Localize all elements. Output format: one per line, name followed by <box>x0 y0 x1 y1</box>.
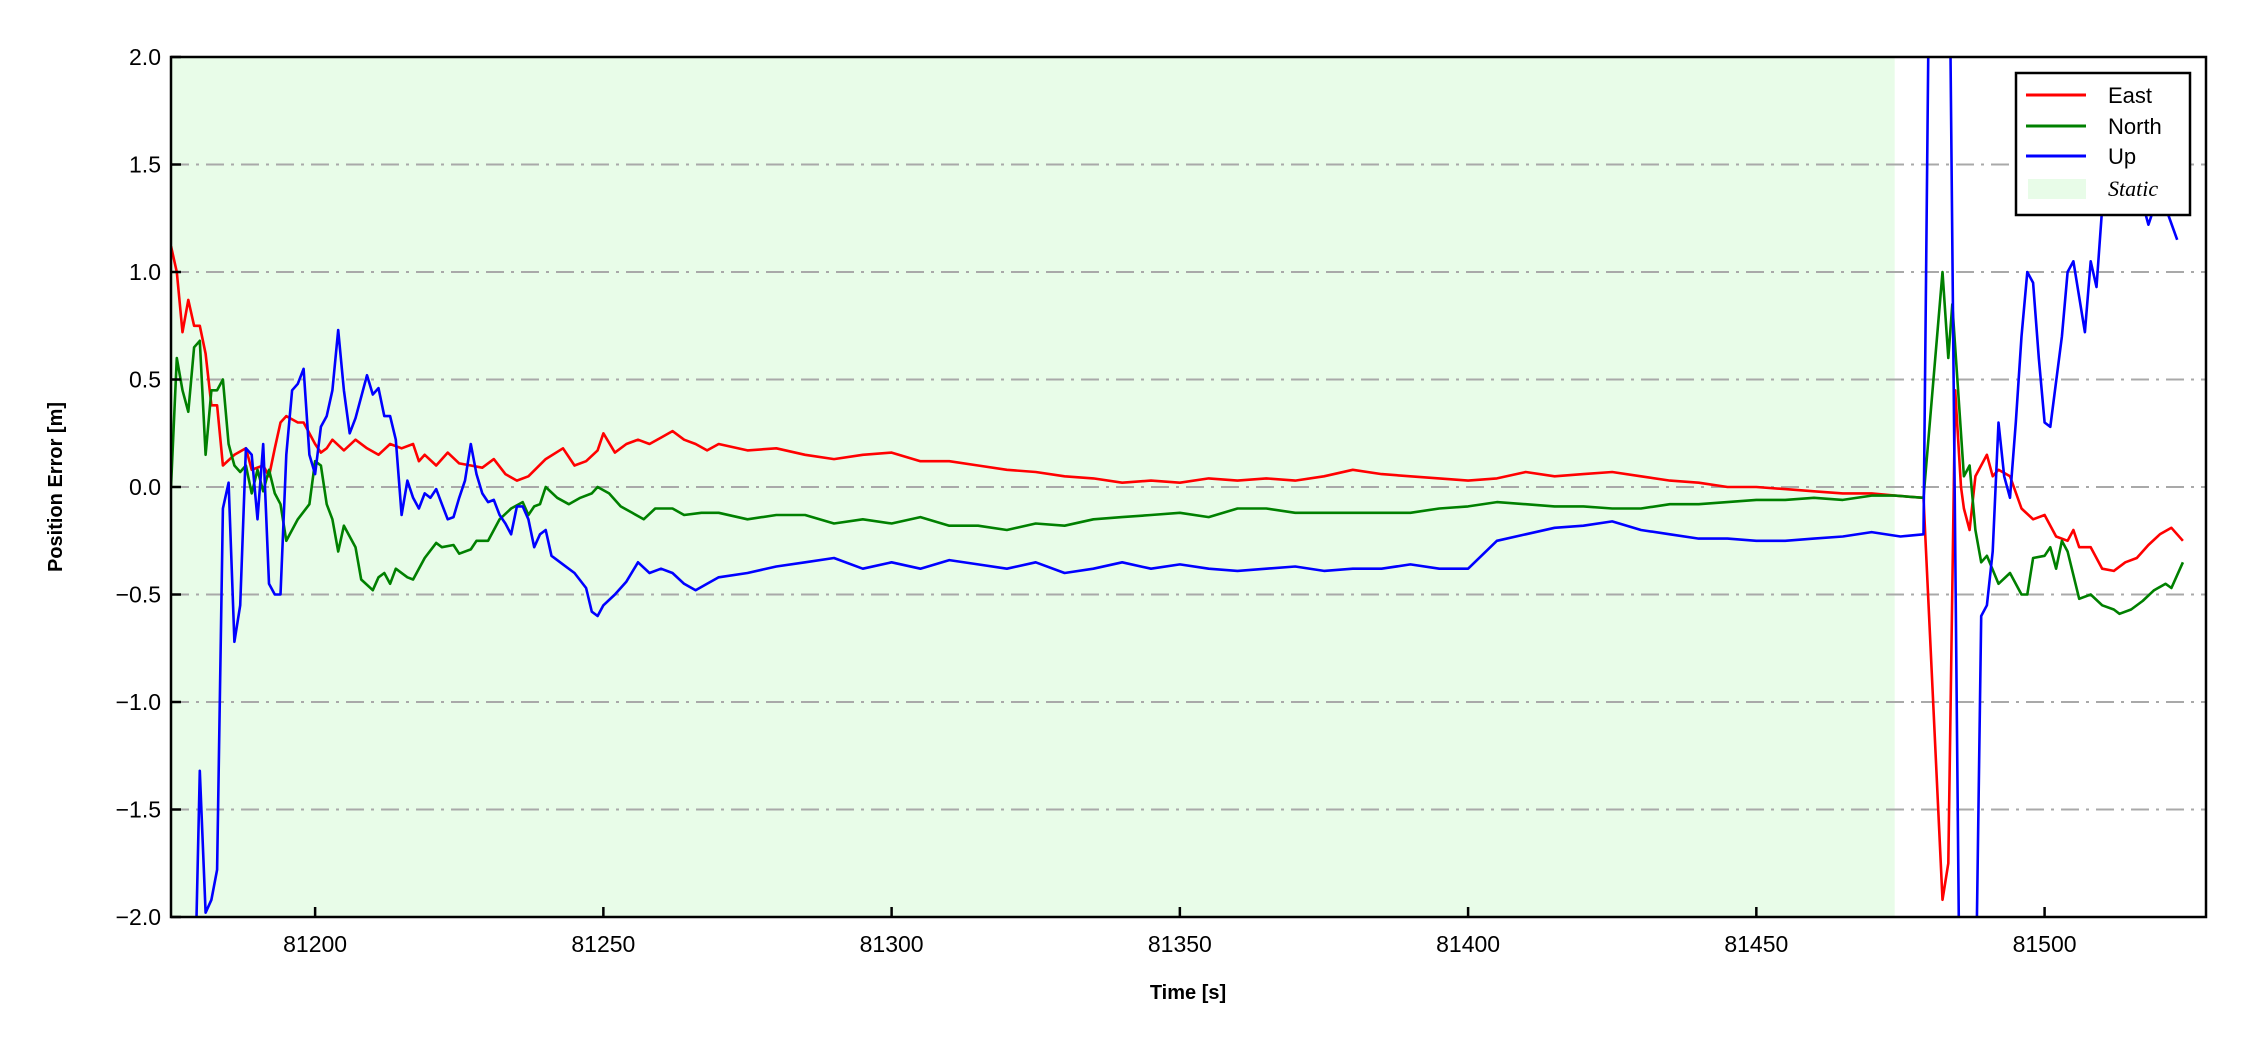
x-tick-label: 81250 <box>571 931 635 957</box>
y-tick-label: 1.5 <box>129 152 161 178</box>
x-tick-label: 81500 <box>2013 931 2077 957</box>
y-tick-label: 2.0 <box>129 44 161 70</box>
grid-lines <box>171 163 2206 811</box>
series-line-east <box>171 245 2184 902</box>
y-tick-label: 0.0 <box>129 474 161 500</box>
series-line-up <box>195 57 2179 917</box>
legend-label-north: North <box>2108 114 2162 139</box>
series-lines <box>171 57 2185 917</box>
x-tick-label: 81400 <box>1436 931 1500 957</box>
y-tick-label: 1.0 <box>129 259 161 285</box>
legend-label-up: Up <box>2108 144 2136 169</box>
y-tick-label: −0.5 <box>116 582 161 608</box>
legend-swatch-static <box>2028 179 2086 199</box>
y-tick-label: −1.5 <box>116 797 161 823</box>
y-tick-label: −2.0 <box>116 904 161 930</box>
legend: East North Up Static <box>2014 71 2192 217</box>
axis-ticks: −2.0 −1.5 −1.0 −0.5 0.0 0.5 1.0 1.5 2.0 81200 8125… <box>116 44 2077 957</box>
x-tick-label: 81300 <box>860 931 924 957</box>
y-tick-label: 0.5 <box>129 367 161 393</box>
legend-label-static: Static <box>2108 176 2158 201</box>
x-tick-label: 81450 <box>1724 931 1788 957</box>
x-tick-label: 81200 <box>283 931 347 957</box>
x-tick-label: 81350 <box>1148 931 1212 957</box>
y-tick-label: −1.0 <box>116 689 161 715</box>
y-axis-label: Position Error [m] <box>45 402 67 572</box>
x-axis-label: Time [s] <box>1150 982 1226 1004</box>
legend-label-east: East <box>2108 83 2152 108</box>
